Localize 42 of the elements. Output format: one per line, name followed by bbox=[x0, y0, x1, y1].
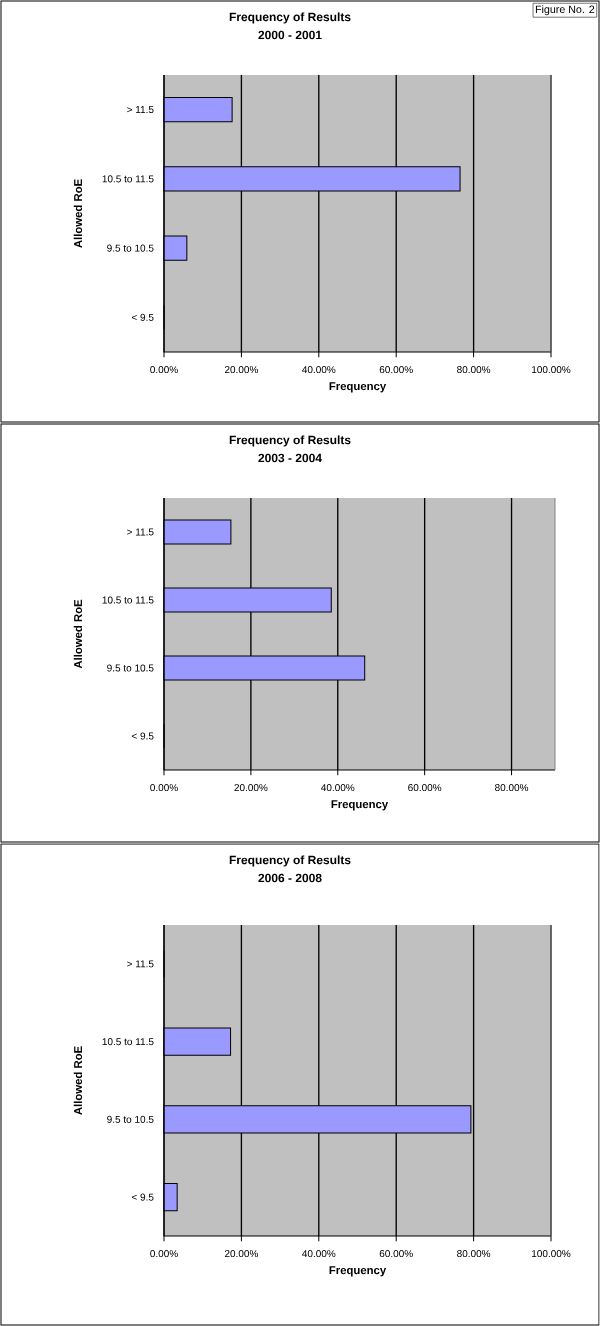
y-tick-label: 10.5 to 11.5 bbox=[102, 175, 154, 183]
y-tick-label: 9.5 to 10.5 bbox=[107, 664, 154, 672]
chart-title: Frequency of Results bbox=[229, 435, 351, 447]
chart-title: Frequency of Results bbox=[229, 12, 351, 24]
y-tick-label: > 11.5 bbox=[127, 960, 154, 968]
y-tick-label: < 9.5 bbox=[131, 313, 154, 321]
y-tick-label: 10.5 to 11.5 bbox=[102, 1038, 154, 1046]
x-tick-label: 20.00% bbox=[234, 784, 268, 792]
y-axis-title: Allowed RoE bbox=[73, 599, 83, 669]
chart-subtitle: 2003 - 2004 bbox=[258, 453, 322, 463]
y-tick-label: < 9.5 bbox=[131, 732, 154, 740]
y-axis-title: Allowed RoE bbox=[73, 1046, 83, 1115]
x-tick-label: 80.00% bbox=[457, 1250, 491, 1258]
x-tick-label: 80.00% bbox=[495, 784, 529, 792]
y-tick-label: > 11.5 bbox=[127, 528, 154, 536]
x-tick-label: 100.00% bbox=[532, 366, 571, 374]
x-tick-label: 60.00% bbox=[379, 1250, 413, 1258]
chart-subtitle: 2000 - 2001 bbox=[258, 30, 322, 40]
x-tick-label: 0.00% bbox=[150, 784, 178, 792]
text: Figure No. 2 bbox=[535, 5, 595, 16]
x-tick-label: 60.00% bbox=[379, 366, 413, 374]
x-axis-title: Frequency bbox=[331, 800, 389, 811]
chart-subtitle: 2006 - 2008 bbox=[258, 873, 322, 883]
x-tick-label: 40.00% bbox=[302, 366, 336, 374]
y-axis-title: Allowed RoE bbox=[73, 179, 83, 248]
x-axis-title: Frequency bbox=[329, 382, 387, 393]
x-tick-label: 0.00% bbox=[150, 1250, 178, 1258]
chart-title: Frequency of Results bbox=[229, 855, 351, 867]
x-axis-title: Frequency bbox=[329, 1266, 387, 1277]
x-tick-label: 40.00% bbox=[321, 784, 355, 792]
x-tick-label: 60.00% bbox=[408, 784, 442, 792]
y-tick-label: > 11.5 bbox=[127, 106, 154, 114]
y-tick-label: 9.5 to 10.5 bbox=[107, 1115, 154, 1123]
x-tick-label: 20.00% bbox=[224, 1250, 258, 1258]
x-tick-label: 100.00% bbox=[532, 1250, 571, 1258]
x-tick-label: 40.00% bbox=[302, 1250, 336, 1258]
y-tick-label: 10.5 to 11.5 bbox=[102, 596, 154, 604]
x-tick-label: 80.00% bbox=[457, 366, 491, 374]
y-tick-label: < 9.5 bbox=[131, 1193, 154, 1201]
x-tick-label: 0.00% bbox=[150, 366, 178, 374]
y-tick-label: 9.5 to 10.5 bbox=[107, 244, 154, 252]
x-tick-label: 20.00% bbox=[224, 366, 258, 374]
